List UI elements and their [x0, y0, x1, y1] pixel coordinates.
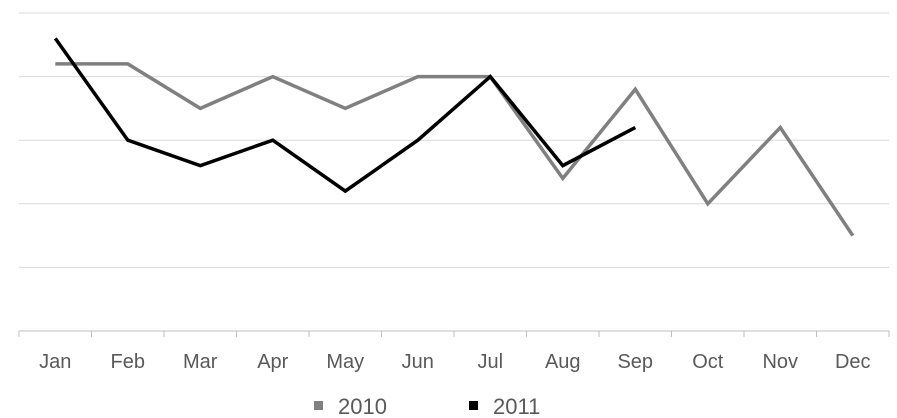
x-tick-label-jun: Jun: [402, 351, 434, 373]
legend: 2010 2011: [314, 394, 540, 418]
series-line-2010: [55, 62, 855, 237]
x-tick-label-dec: Dec: [835, 351, 871, 373]
legend-item-2011: 2011: [469, 394, 540, 418]
gridlines: [19, 12, 889, 268]
legend-marker-2010: [314, 401, 323, 410]
x-tick-label-nov: Nov: [762, 351, 798, 373]
x-axis-ticks: [18, 331, 890, 337]
x-tick-label-apr: Apr: [257, 351, 288, 373]
legend-label-2010: 2010: [338, 394, 387, 418]
x-tick-label-feb: Feb: [111, 351, 145, 373]
x-tick-label-sep: Sep: [617, 351, 653, 373]
x-tick-label-may: May: [326, 351, 364, 373]
legend-marker-2011: [469, 401, 478, 410]
x-tick-label-jan: Jan: [39, 351, 71, 373]
x-tick-label-jul: Jul: [477, 351, 503, 373]
legend-item-2010: 2010: [314, 394, 387, 418]
x-tick-label-mar: Mar: [183, 351, 218, 373]
x-tick-label-oct: Oct: [692, 351, 724, 373]
x-tick-label-aug: Aug: [545, 351, 581, 373]
series-lines: [53, 37, 855, 237]
series-line-2011: [53, 37, 637, 194]
legend-label-2011: 2011: [493, 394, 540, 418]
x-axis-tick-labels: Jan Feb Mar Apr May Jun Jul Aug Sep Oct Nov Dec: [39, 351, 870, 373]
